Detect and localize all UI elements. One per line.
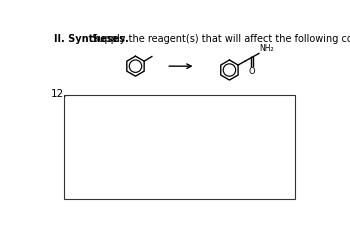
Text: II. Syntheses.: II. Syntheses. [54,34,128,44]
Text: Supply the reagent(s) that will affect the following conversions.: Supply the reagent(s) that will affect t… [89,34,350,44]
Text: 12.: 12. [51,89,68,99]
Bar [64,96,295,199]
Text: NH₂: NH₂ [260,44,274,53]
Text: O: O [248,67,255,76]
